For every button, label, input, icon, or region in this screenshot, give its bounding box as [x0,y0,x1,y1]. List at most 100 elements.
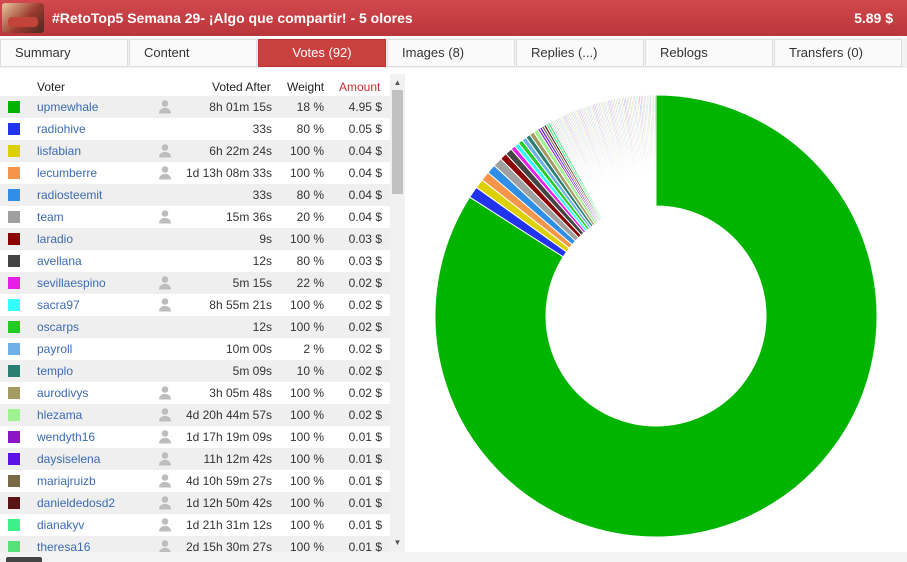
tab-summary[interactable]: Summary [0,39,128,67]
user-icon [158,275,172,290]
voted-after-value: 8h 01m 15s [209,100,272,114]
table-row: laradio 9s 100 % 0.03 $ [0,228,390,250]
amount-value: 0.01 $ [348,496,382,510]
scroll-up-arrow-icon[interactable]: ▲ [393,78,402,87]
voter-link[interactable]: avellana [37,254,82,268]
weight-value: 22 % [296,276,324,290]
voted-after-value: 15m 36s [225,210,272,224]
voter-color-swatch [8,453,20,465]
bottom-handle [6,557,42,562]
voter-color-swatch [8,123,20,135]
table-row: radiosteemit 33s 80 % 0.04 $ [0,184,390,206]
amount-value: 0.02 $ [348,298,382,312]
voter-link[interactable]: dianakyv [37,518,85,532]
column-voter[interactable]: Voter [37,80,66,94]
tab-images[interactable]: Images (8) [387,39,515,67]
user-icon [158,495,172,510]
weight-value: 100 % [289,452,324,466]
voted-after-value: 12s [252,320,272,334]
amount-value: 0.02 $ [348,342,382,356]
voter-link[interactable]: aurodivys [37,386,89,400]
voter-link[interactable]: radiohive [37,122,86,136]
donut-slice-other[interactable] [653,94,657,207]
scrollbar-thumb[interactable] [392,90,403,194]
weight-value: 100 % [289,298,324,312]
voter-color-swatch [8,211,20,223]
user-icon [158,297,172,312]
voter-color-swatch [8,255,20,267]
voter-link[interactable]: danieldedosd2 [37,496,116,510]
title-bar: #RetoTop5 Semana 29- ¡Algo que compartir… [0,0,907,36]
voter-link[interactable]: payroll [37,342,73,356]
voted-after-value: 4d 10h 59m 27s [185,474,272,488]
voter-link[interactable]: templo [37,364,74,378]
amount-value: 0.01 $ [348,452,382,466]
table-row: hlezama 4d 20h 44m 57s 100 % 0.02 $ [0,404,390,426]
table-row: aurodivys 3h 05m 48s 100 % 0.02 $ [0,382,390,404]
tab-reblogs[interactable]: Reblogs [645,39,773,67]
voter-link[interactable]: daysiselena [37,452,101,466]
voted-after-value: 33s [252,188,272,202]
amount-value: 0.05 $ [348,122,382,136]
tab-bar: Summary Content Votes (92) Images (8) Re… [0,38,907,68]
amount-value: 0.02 $ [348,386,382,400]
votes-table-body: upmewhale 8h 01m 15s 18 % 4.95 $ radiohive 33… [0,96,390,558]
tab-replies[interactable]: Replies (...) [516,39,644,67]
voter-link[interactable]: sacra97 [37,298,80,312]
table-row: payroll 10m 00s 2 % 0.02 $ [0,338,390,360]
column-weight[interactable]: Weight [287,80,325,94]
voter-link[interactable]: lisfabian [37,144,82,158]
voter-link[interactable]: lecumberre [37,166,98,180]
table-row: dianakyv 1d 21h 31m 12s 100 % 0.01 $ [0,514,390,536]
payout-value: 5.89 $ [854,10,893,26]
bottom-strip [0,552,907,562]
amount-value: 0.03 $ [348,254,382,268]
amount-value: 4.95 $ [348,100,382,114]
voter-link[interactable]: hlezama [37,408,83,422]
voter-link[interactable]: laradio [37,232,74,246]
voter-color-swatch [8,277,20,289]
weight-value: 100 % [289,540,324,554]
voter-link[interactable]: oscarps [37,320,80,334]
tab-votes[interactable]: Votes (92) [258,39,386,67]
weight-value: 100 % [289,408,324,422]
voter-link[interactable]: wendyth16 [37,430,96,444]
voter-color-swatch [8,189,20,201]
voter-link[interactable]: radiosteemit [37,188,103,202]
weight-value: 100 % [289,144,324,158]
weight-value: 100 % [289,474,324,488]
voter-link[interactable]: mariajruizb [37,474,96,488]
scroll-down-arrow-icon[interactable]: ▼ [393,538,402,547]
column-voted-after[interactable]: Voted After [212,80,271,94]
votes-scrollbar[interactable]: ▲ ▼ [390,74,405,552]
voted-after-value: 1d 13h 08m 33s [185,166,272,180]
column-amount[interactable]: Amount [339,80,381,94]
voter-link[interactable]: team [37,210,64,224]
voted-after-value: 33s [252,122,272,136]
voter-link[interactable]: upmewhale [37,100,99,114]
voter-color-swatch [8,343,20,355]
votes-donut-chart [407,74,907,562]
votes-table: Voter Voted After Weight Amount upmewhal… [0,74,405,562]
table-row: oscarps 12s 100 % 0.02 $ [0,316,390,338]
table-row: mariajruizb 4d 10h 59m 27s 100 % 0.01 $ [0,470,390,492]
votes-table-header: Voter Voted After Weight Amount [0,76,390,96]
voter-link[interactable]: sevillaespino [37,276,106,290]
amount-value: 0.04 $ [348,166,382,180]
user-icon [158,99,172,114]
weight-value: 100 % [289,320,324,334]
voter-color-swatch [8,321,20,333]
table-row: lecumberre 1d 13h 08m 33s 100 % 0.04 $ [0,162,390,184]
donut-slice-upmewhale[interactable] [434,94,878,538]
donut-chart-svg [434,94,878,538]
voted-after-value: 9s [259,232,272,246]
voter-link[interactable]: theresa16 [37,540,91,554]
tab-content[interactable]: Content [129,39,257,67]
tab-transfers[interactable]: Transfers (0) [774,39,902,67]
table-row: sevillaespino 5m 15s 22 % 0.02 $ [0,272,390,294]
weight-value: 100 % [289,496,324,510]
table-row: upmewhale 8h 01m 15s 18 % 4.95 $ [0,96,390,118]
amount-value: 0.02 $ [348,408,382,422]
voter-color-swatch [8,409,20,421]
table-row: lisfabian 6h 22m 24s 100 % 0.04 $ [0,140,390,162]
